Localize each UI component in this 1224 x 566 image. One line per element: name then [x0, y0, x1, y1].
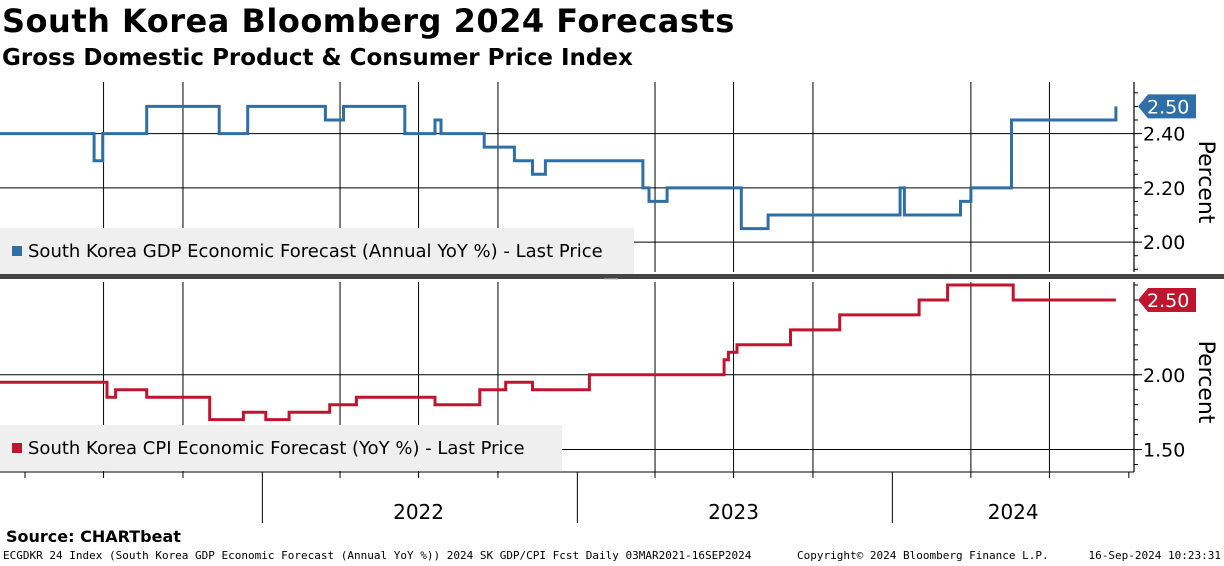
- last-value-label: 2.50: [1147, 96, 1189, 118]
- gdp-line: [0, 104, 1118, 231]
- chart-title: South Korea Bloomberg 2024 Forecasts: [2, 2, 735, 40]
- legend-label-gdp: South Korea GDP Economic Forecast (Annua…: [28, 240, 603, 262]
- y-tick-label: 2.40: [1143, 124, 1185, 146]
- series-lines: [0, 104, 1118, 422]
- y-tick-label: 2.00: [1143, 232, 1185, 254]
- source-note: Source: CHARTbeat: [6, 527, 181, 546]
- legend-swatch-gdp: [12, 246, 22, 256]
- last-value-tag: [1138, 287, 1196, 312]
- y-tick-label: 2.00: [1143, 365, 1185, 387]
- x-tick-label: 2024: [988, 500, 1039, 524]
- last-value-label: 2.50: [1147, 290, 1189, 312]
- cpi-line: [0, 283, 1116, 422]
- legend-label-cpi: South Korea CPI Economic Forecast (YoY %…: [28, 437, 525, 459]
- legend-swatch-cpi: [12, 443, 22, 453]
- y-axis-title: Percent: [1193, 341, 1218, 424]
- y-axis-title: Percent: [1193, 141, 1218, 224]
- panel-divider: [0, 274, 1224, 279]
- axes: 2.00 2.20 2.40 Percent 2.50 1.50 2.00 Percent 2.…: [0, 82, 1224, 524]
- x-tick-label: 2023: [708, 500, 759, 524]
- footer-copyright: Copyright© 2024 Bloomberg Finance L.P.: [797, 549, 1049, 562]
- last-value-tag: [1138, 94, 1196, 119]
- x-tick-label: 2022: [393, 500, 444, 524]
- y-tick-label: 1.50: [1143, 440, 1185, 462]
- footer-timestamp: 16-Sep-2024 10:23:31: [1088, 549, 1221, 562]
- legend-cpi: South Korea CPI Economic Forecast (YoY %…: [0, 425, 562, 471]
- y-tick-label: 2.20: [1143, 178, 1185, 200]
- footer-description: ECGDKR 24 Index (South Korea GDP Economi…: [3, 549, 752, 562]
- legend-gdp: South Korea GDP Economic Forecast (Annua…: [0, 228, 634, 274]
- chart-subtitle: Gross Domestic Product & Consumer Price …: [2, 45, 633, 71]
